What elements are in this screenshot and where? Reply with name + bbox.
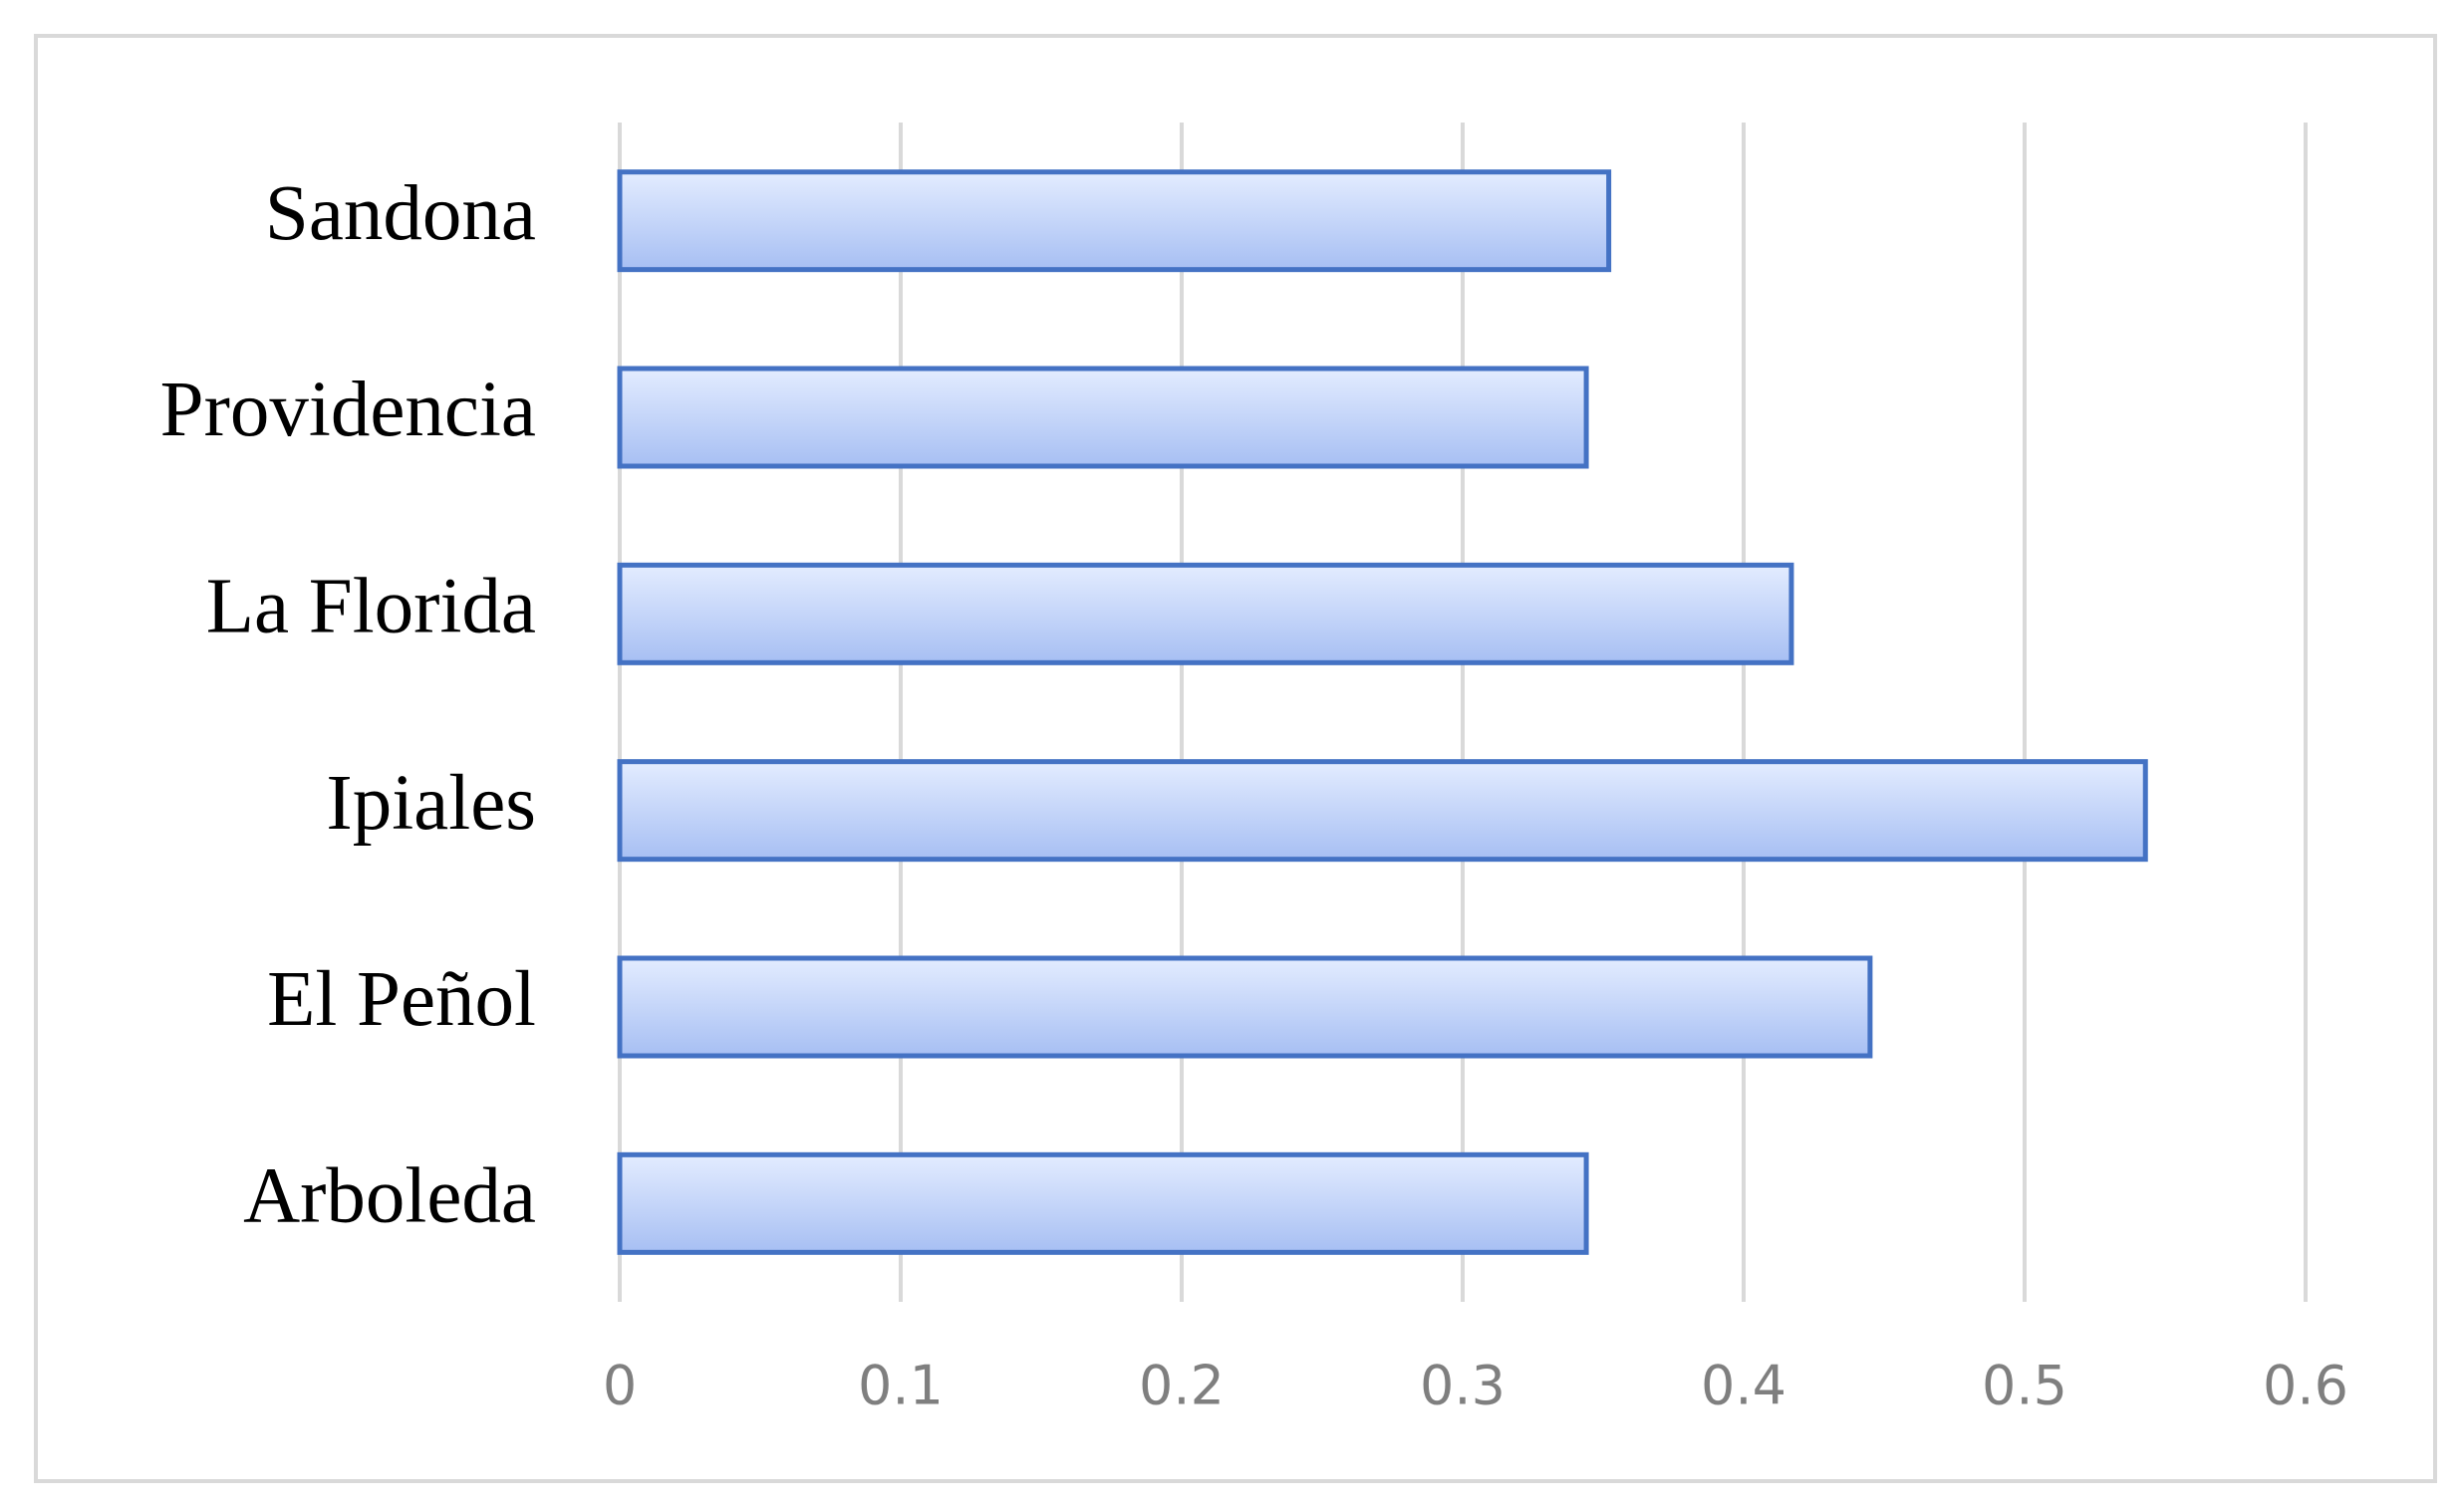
x-tick-label: 0.6 — [2263, 1355, 2348, 1417]
x-tick-label: 0.3 — [1420, 1355, 1506, 1417]
bar — [617, 955, 1873, 1059]
bar — [617, 562, 1794, 665]
x-tick-label: 0.4 — [1701, 1355, 1786, 1417]
y-tick-label: Providencia — [160, 367, 536, 453]
x-tick-label: 0.1 — [858, 1355, 944, 1417]
x-tick-label: 0 — [603, 1355, 637, 1417]
y-tick-label: Sandona — [265, 170, 536, 257]
bar — [617, 759, 2148, 863]
y-tick-label: El Peñol — [267, 956, 536, 1043]
y-tick-label: Ipiales — [326, 760, 536, 847]
y-tick-label: Arboleda — [243, 1152, 536, 1239]
x-tick-label: 0.2 — [1139, 1355, 1225, 1417]
bar — [617, 1151, 1589, 1255]
x-tick-label: 0.5 — [1982, 1355, 2067, 1417]
bar — [617, 169, 1612, 273]
bar — [617, 366, 1589, 469]
y-tick-label: La Florida — [206, 563, 536, 649]
